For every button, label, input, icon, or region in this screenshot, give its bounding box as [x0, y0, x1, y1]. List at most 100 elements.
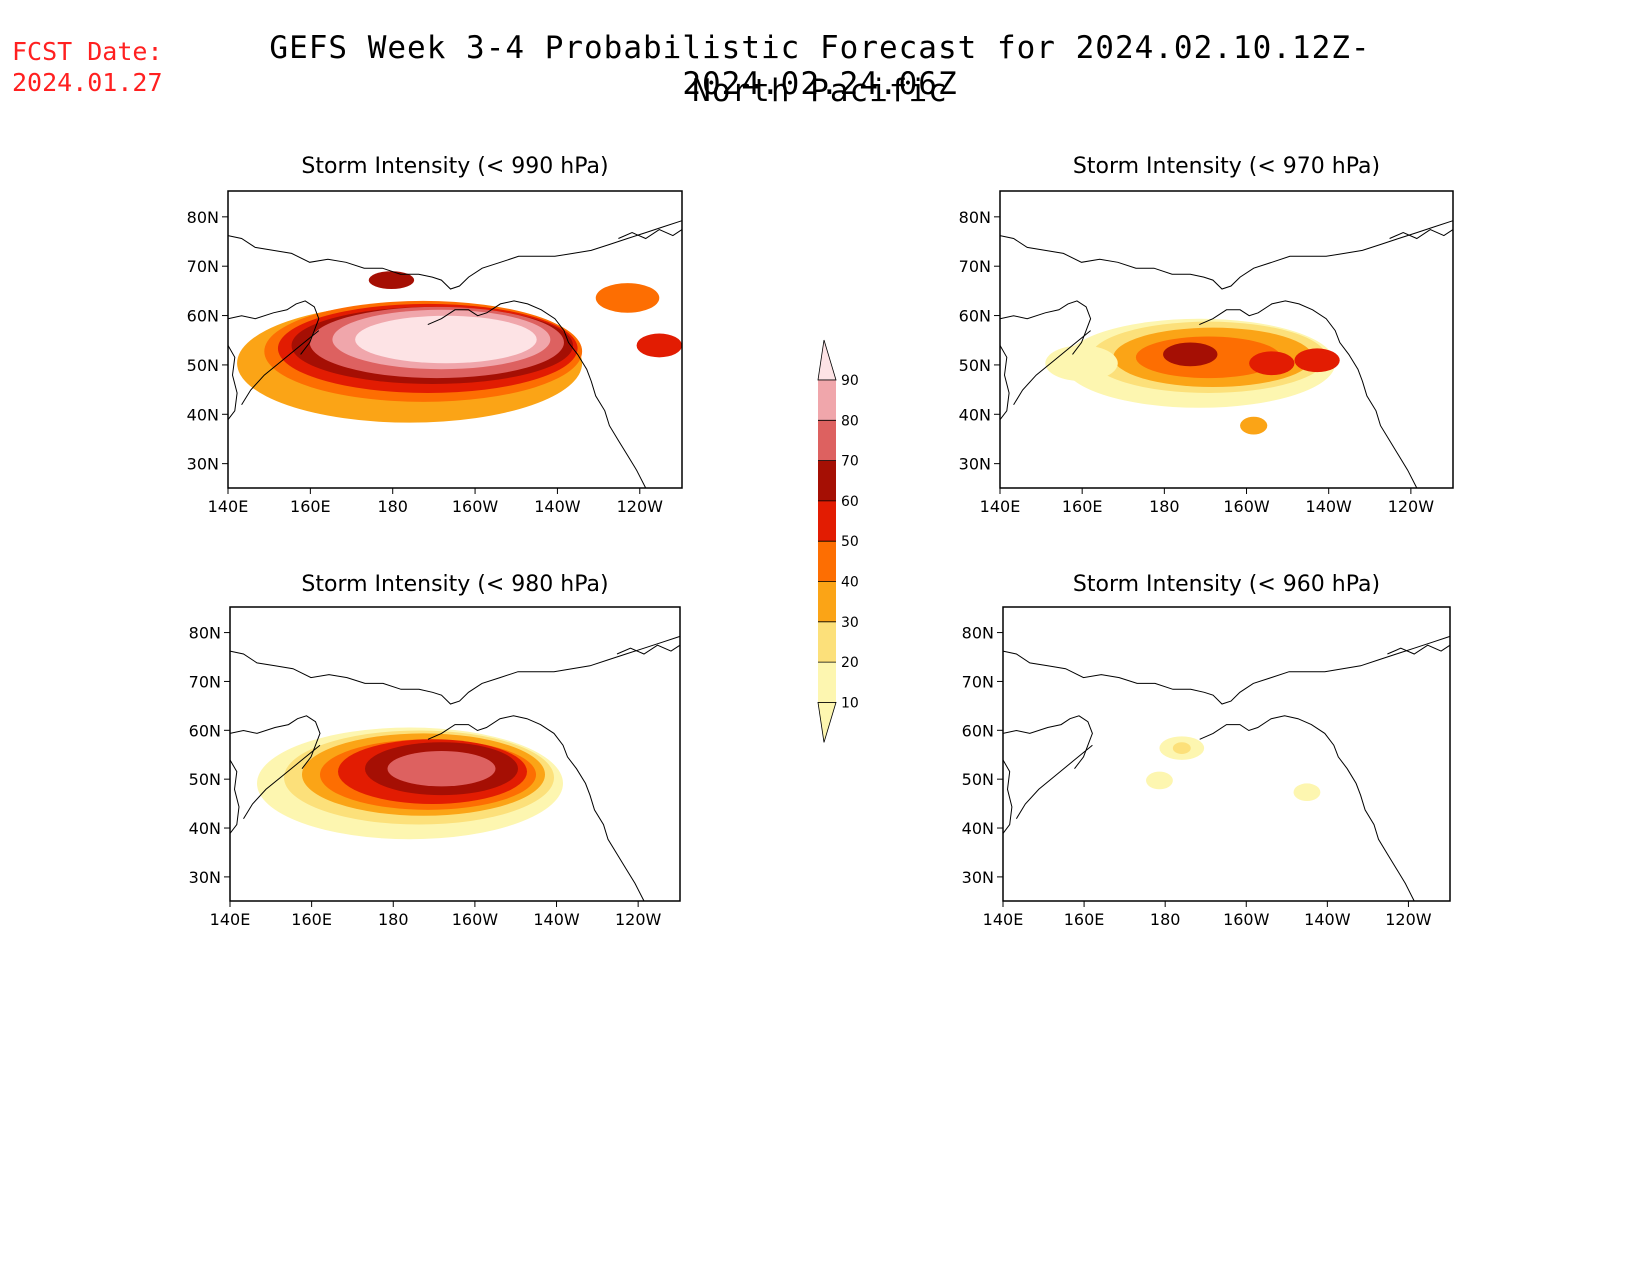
lon-tick-label: 180	[1149, 497, 1180, 516]
coastline	[1389, 229, 1454, 240]
lat-tick-label: 40N	[189, 819, 221, 838]
lat-tick-label: 70N	[189, 672, 221, 691]
colorbar-label: 70	[841, 454, 859, 470]
probability-area	[1293, 783, 1321, 802]
coastline	[427, 715, 645, 902]
lon-tick-label: 160E	[1062, 497, 1103, 516]
probability-area	[595, 283, 660, 313]
lat-tick-label: 40N	[187, 405, 219, 424]
lat-tick-label: 50N	[187, 356, 219, 375]
lon-tick-label: 120W	[617, 497, 664, 516]
coastline	[616, 644, 681, 655]
lon-tick-label: 180	[1150, 910, 1181, 929]
coastline	[427, 300, 647, 489]
coastline	[229, 635, 681, 705]
page-subtitle: North Pacific	[692, 73, 948, 109]
probability-area	[1045, 345, 1118, 382]
map-frame	[227, 190, 683, 489]
lat-tick-label: 60N	[189, 721, 221, 740]
lat-tick-label: 80N	[959, 208, 991, 227]
map-panel: Storm Intensity (< 960 hPa) 30N 40N 50N 60N 7…	[962, 572, 1451, 929]
lat-tick-label: 60N	[959, 307, 991, 326]
lon-tick-label: 180	[377, 497, 408, 516]
lat-tick-label: 70N	[187, 257, 219, 276]
panel-title: Storm Intensity (< 990 hPa)	[301, 154, 608, 179]
lat-tick-label: 70N	[962, 672, 994, 691]
lon-tick-label: 160W	[1223, 910, 1270, 929]
map-frame	[1002, 606, 1451, 902]
coastline	[1199, 715, 1415, 902]
probability-area	[1240, 416, 1268, 435]
probability-area	[368, 271, 415, 290]
probability-area	[1294, 348, 1340, 373]
coastline	[999, 345, 1010, 421]
colorbar-segment	[818, 380, 836, 421]
coastline	[1387, 644, 1451, 655]
lat-tick-label: 30N	[187, 455, 219, 474]
map-frame	[229, 606, 681, 902]
lat-tick-label: 80N	[187, 208, 219, 227]
lat-tick-label: 30N	[189, 868, 221, 887]
lon-tick-label: 140E	[210, 910, 251, 929]
colorbar-segment	[818, 541, 836, 582]
lon-tick-label: 120W	[1385, 910, 1432, 929]
lat-tick-label: 80N	[962, 624, 994, 643]
probability-area	[355, 315, 537, 364]
colorbar-segment	[818, 500, 836, 542]
coastline	[241, 330, 320, 406]
map-frame	[999, 190, 1454, 489]
colorbar-segment	[818, 581, 836, 622]
forecast-date-label: FCST Date:	[12, 37, 163, 66]
lon-tick-label: 160W	[1223, 497, 1270, 516]
colorbar-cap-bottom	[817, 702, 837, 743]
coastline	[1002, 635, 1451, 705]
panel-title: Storm Intensity (< 970 hPa)	[1073, 154, 1380, 179]
map-panel: Storm Intensity (< 990 hPa) 30N 40N 50N 60N 7…	[187, 154, 683, 516]
coastline	[1015, 744, 1093, 819]
colorbar-label: 30	[841, 615, 859, 631]
coastline	[1002, 715, 1093, 770]
lat-tick-label: 40N	[962, 819, 994, 838]
colorbar: 10 20 30 40 50 60 70 80 90	[817, 339, 859, 743]
page-title: GEFS Week 3-4 Probabilistic Forecast for…	[269, 30, 1371, 102]
coastline	[229, 759, 240, 834]
lon-tick-label: 160W	[452, 910, 499, 929]
lon-tick-label: 120W	[615, 910, 662, 929]
lat-tick-label: 60N	[187, 307, 219, 326]
lat-tick-label: 50N	[959, 356, 991, 375]
colorbar-label: 20	[841, 655, 859, 671]
colorbar-label: 80	[841, 413, 859, 429]
probability-area	[1163, 342, 1218, 367]
lat-tick-label: 50N	[189, 770, 221, 789]
probability-area	[387, 751, 496, 787]
probability-area	[1146, 771, 1173, 790]
lat-tick-label: 30N	[959, 455, 991, 474]
coastline	[618, 229, 683, 240]
lon-tick-label: 120W	[1388, 497, 1435, 516]
colorbar-label: 50	[841, 534, 859, 550]
lat-tick-label: 50N	[962, 770, 994, 789]
coastline	[227, 220, 683, 290]
map-panel: Storm Intensity (< 980 hPa) 30N 40N 50N 60N 7…	[189, 572, 681, 929]
lat-tick-label: 80N	[189, 624, 221, 643]
probability-area	[636, 333, 682, 358]
coastline	[1002, 759, 1013, 834]
lon-tick-label: 180	[378, 910, 409, 929]
lat-tick-label: 40N	[959, 405, 991, 424]
lon-tick-label: 140W	[1306, 497, 1353, 516]
colorbar-label: 40	[841, 575, 859, 591]
forecast-date: FCST Date: 2024.01.27	[12, 36, 163, 98]
lon-tick-label: 160E	[291, 910, 332, 929]
lon-tick-label: 140W	[533, 910, 580, 929]
coastline	[227, 300, 320, 355]
lon-tick-label: 160E	[290, 497, 331, 516]
coastline	[243, 744, 321, 819]
coastline	[229, 715, 321, 770]
lon-tick-label: 140W	[1304, 910, 1351, 929]
lon-tick-label: 140E	[980, 497, 1021, 516]
colorbar-segment	[818, 420, 836, 461]
forecast-date-value: 2024.01.27	[12, 68, 163, 97]
lon-tick-label: 140E	[208, 497, 249, 516]
lon-tick-label: 160W	[452, 497, 499, 516]
